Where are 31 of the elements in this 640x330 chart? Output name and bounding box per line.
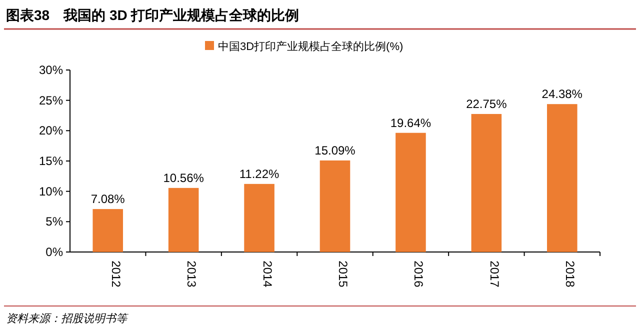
legend-label: 中国3D打印产业规模占全球的比例(%)	[218, 40, 404, 53]
text: 资料来源：招股说明书等	[6, 312, 129, 325]
x-tick-label: 2018	[563, 260, 578, 288]
data-label: 11.22%	[239, 166, 280, 181]
x-tick-label: 2017	[487, 260, 502, 288]
y-tick-label: 30%	[38, 63, 64, 77]
y-tick-label: 25%	[38, 93, 64, 108]
bar	[396, 132, 426, 252]
bar	[320, 160, 350, 252]
bar	[92, 209, 123, 252]
data-label: 15.09%	[314, 143, 356, 158]
x-tick-label: 2015	[336, 260, 350, 288]
data-label: 22.75%	[466, 96, 508, 111]
bar	[471, 114, 502, 252]
data-label: 7.08%	[90, 192, 126, 206]
bar	[244, 184, 274, 252]
x-tick-label: 2014	[260, 260, 274, 288]
data-label: 10.56%	[163, 170, 204, 185]
bar	[547, 104, 578, 252]
bar	[168, 188, 199, 252]
data-label: 19.64%	[390, 116, 432, 130]
y-tick-label: 0%	[46, 245, 64, 259]
chart-title: 图表38 我国的 3D 打印产业规模占全球的比例	[6, 7, 300, 23]
data-label: 24.38%	[542, 87, 583, 102]
y-tick-label: 5%	[46, 214, 64, 229]
y-tick-label: 10%	[38, 184, 64, 198]
x-tick-label: 2016	[412, 260, 426, 288]
x-tick-label: 2012	[108, 260, 123, 288]
x-tick-label: 2013	[184, 260, 199, 288]
y-tick-label: 15%	[38, 154, 64, 168]
y-tick-label: 20%	[38, 124, 64, 138]
